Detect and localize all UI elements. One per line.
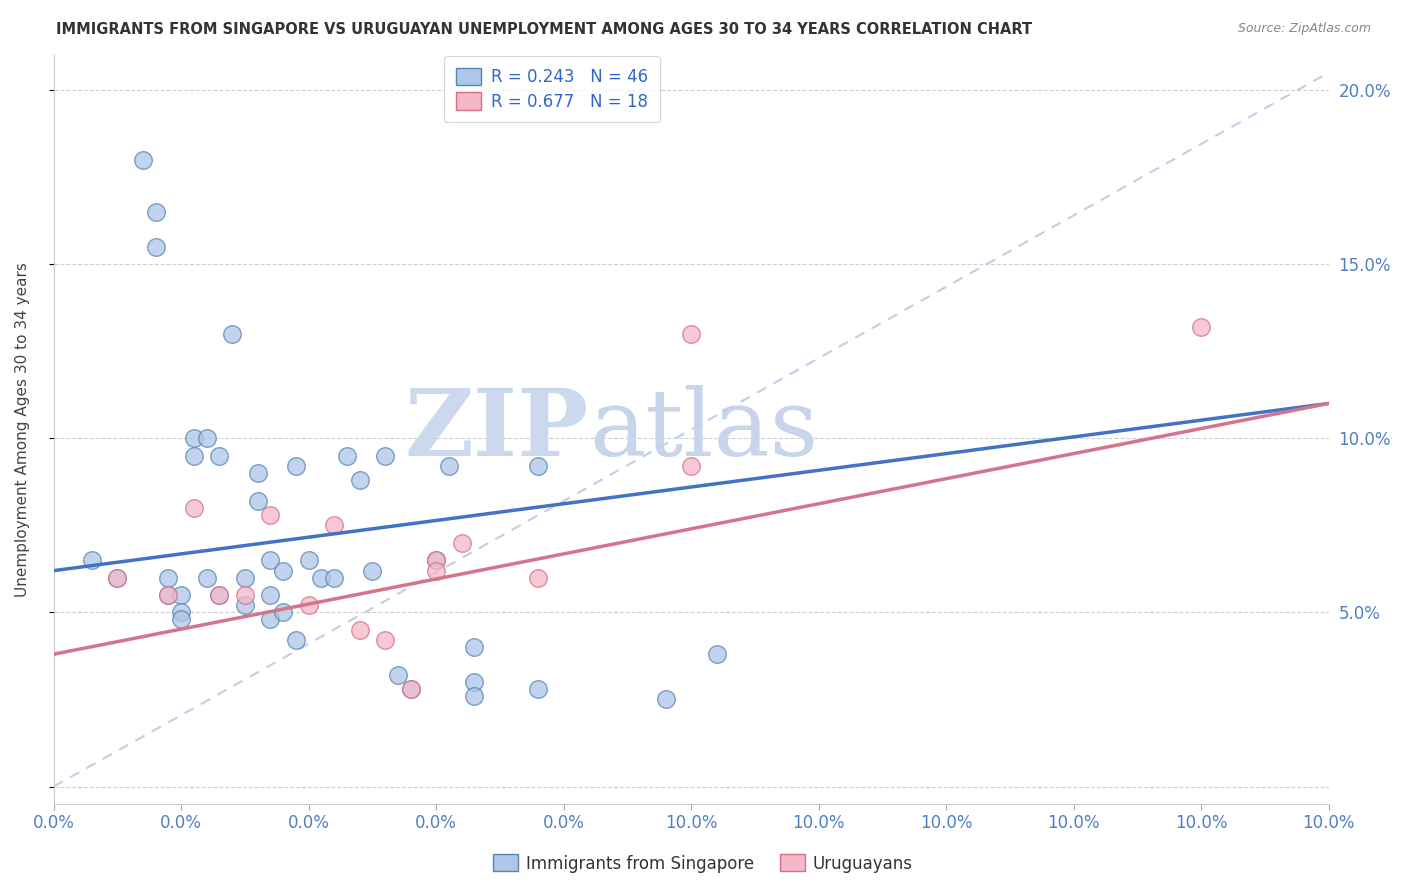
Point (157, 588, 180, 602)
Point (195, 431, 218, 445)
Text: IMMIGRANTS FROM SINGAPORE VS URUGUAYAN UNEMPLOYMENT AMONG AGES 30 TO 34 YEARS CO: IMMIGRANTS FROM SINGAPORE VS URUGUAYAN U… (56, 22, 1032, 37)
Point (349, 623, 371, 637)
Point (221, 326, 243, 341)
Point (284, 633, 307, 648)
Point (374, 633, 396, 648)
Point (170, 588, 193, 602)
Point (80, 553, 103, 567)
Point (681, 326, 703, 341)
Point (157, 571, 180, 585)
Point (706, 647, 728, 661)
Point (105, 571, 128, 585)
Point (323, 571, 346, 585)
Point (183, 449, 205, 463)
Legend: R = 0.243   N = 46, R = 0.677   N = 18: R = 0.243 N = 46, R = 0.677 N = 18 (444, 56, 659, 122)
Point (183, 500, 205, 515)
Point (425, 564, 447, 578)
Point (463, 675, 485, 690)
Point (336, 449, 359, 463)
Point (387, 668, 409, 682)
Point (145, 240, 167, 254)
Point (170, 606, 193, 620)
Text: ZIP: ZIP (405, 384, 589, 475)
Point (246, 494, 269, 508)
Point (183, 431, 205, 445)
Text: atlas: atlas (589, 384, 818, 475)
Point (145, 205, 167, 219)
Point (208, 588, 231, 602)
Point (425, 553, 447, 567)
Point (259, 553, 281, 567)
Point (311, 571, 333, 585)
Point (195, 571, 218, 585)
Point (208, 588, 231, 602)
Point (681, 459, 703, 474)
Point (527, 571, 550, 585)
Point (259, 588, 281, 602)
Point (157, 588, 180, 602)
Point (463, 640, 485, 655)
Point (246, 466, 269, 480)
Point (298, 553, 321, 567)
Point (170, 612, 193, 626)
Point (233, 588, 256, 602)
Text: Source: ZipAtlas.com: Source: ZipAtlas.com (1237, 22, 1371, 36)
Point (450, 535, 472, 549)
Point (259, 612, 281, 626)
Y-axis label: Unemployment Among Ages 30 to 34 years: Unemployment Among Ages 30 to 34 years (15, 262, 30, 597)
Point (271, 606, 294, 620)
Point (463, 689, 485, 703)
Point (298, 599, 321, 613)
Point (323, 518, 346, 533)
Point (399, 681, 422, 696)
Point (361, 564, 384, 578)
Point (105, 571, 128, 585)
Point (374, 449, 396, 463)
Point (437, 459, 460, 474)
Point (527, 681, 550, 696)
Point (1189, 319, 1212, 334)
Point (259, 508, 281, 522)
Point (132, 153, 155, 167)
Point (233, 571, 256, 585)
Point (527, 459, 550, 474)
Point (349, 473, 371, 487)
Point (271, 564, 294, 578)
Point (425, 553, 447, 567)
Point (399, 681, 422, 696)
Legend: Immigrants from Singapore, Uruguayans: Immigrants from Singapore, Uruguayans (486, 847, 920, 880)
Point (233, 599, 256, 613)
Point (208, 449, 231, 463)
Point (654, 692, 676, 706)
Point (284, 459, 307, 474)
